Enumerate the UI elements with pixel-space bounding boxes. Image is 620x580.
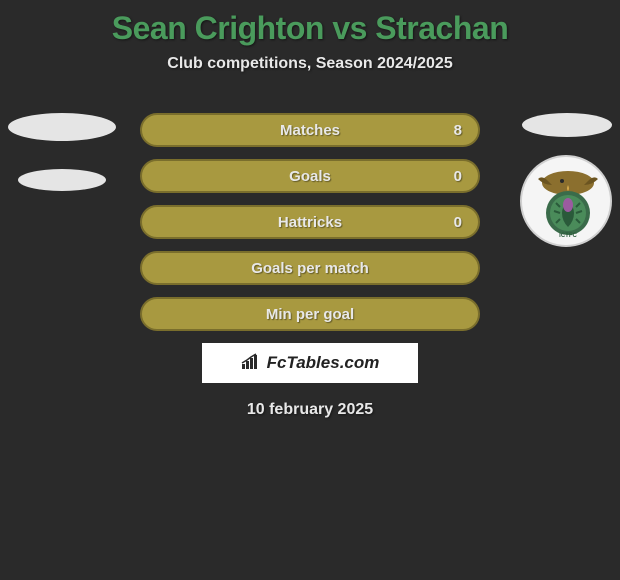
left-player-avatar (8, 113, 116, 191)
stat-row-min-per-goal: Min per goal (140, 297, 480, 331)
stat-row-matches: Matches 8 (140, 113, 480, 147)
stat-rows: Matches 8 Goals 0 Hattricks 0 Goals per … (140, 113, 480, 331)
stat-value: 8 (454, 122, 462, 139)
date-text: 10 february 2025 (0, 401, 620, 419)
stat-row-goals-per-match: Goals per match (140, 251, 480, 285)
placeholder-ellipse (18, 169, 106, 191)
page-subtitle: Club competitions, Season 2024/2025 (0, 55, 620, 73)
stat-value: 0 (454, 168, 462, 185)
stat-label: Hattricks (278, 214, 342, 231)
stat-label: Goals (289, 168, 331, 185)
stats-area: ICTFC Matches 8 Goals 0 Hattricks 0 Goal… (0, 113, 620, 419)
page-title: Sean Crighton vs Strachan (0, 10, 620, 47)
brand-box: FcTables.com (202, 343, 418, 383)
right-player-avatar: ICTFC (522, 113, 612, 247)
bar-chart-icon (241, 352, 263, 375)
infographic-container: Sean Crighton vs Strachan Club competiti… (0, 0, 620, 419)
stat-label: Goals per match (251, 260, 369, 277)
stat-label: Min per goal (266, 306, 354, 323)
brand-text: FcTables.com (267, 353, 380, 373)
placeholder-ellipse (522, 113, 612, 137)
club-badge: ICTFC (520, 155, 612, 247)
stat-row-goals: Goals 0 (140, 159, 480, 193)
stat-label: Matches (280, 122, 340, 139)
eagle-thistle-icon: ICTFC (522, 157, 612, 247)
svg-text:ICTFC: ICTFC (559, 233, 577, 239)
badge-inner: ICTFC (522, 157, 610, 245)
placeholder-ellipse (8, 113, 116, 141)
stat-row-hattricks: Hattricks 0 (140, 205, 480, 239)
stat-value: 0 (454, 214, 462, 231)
